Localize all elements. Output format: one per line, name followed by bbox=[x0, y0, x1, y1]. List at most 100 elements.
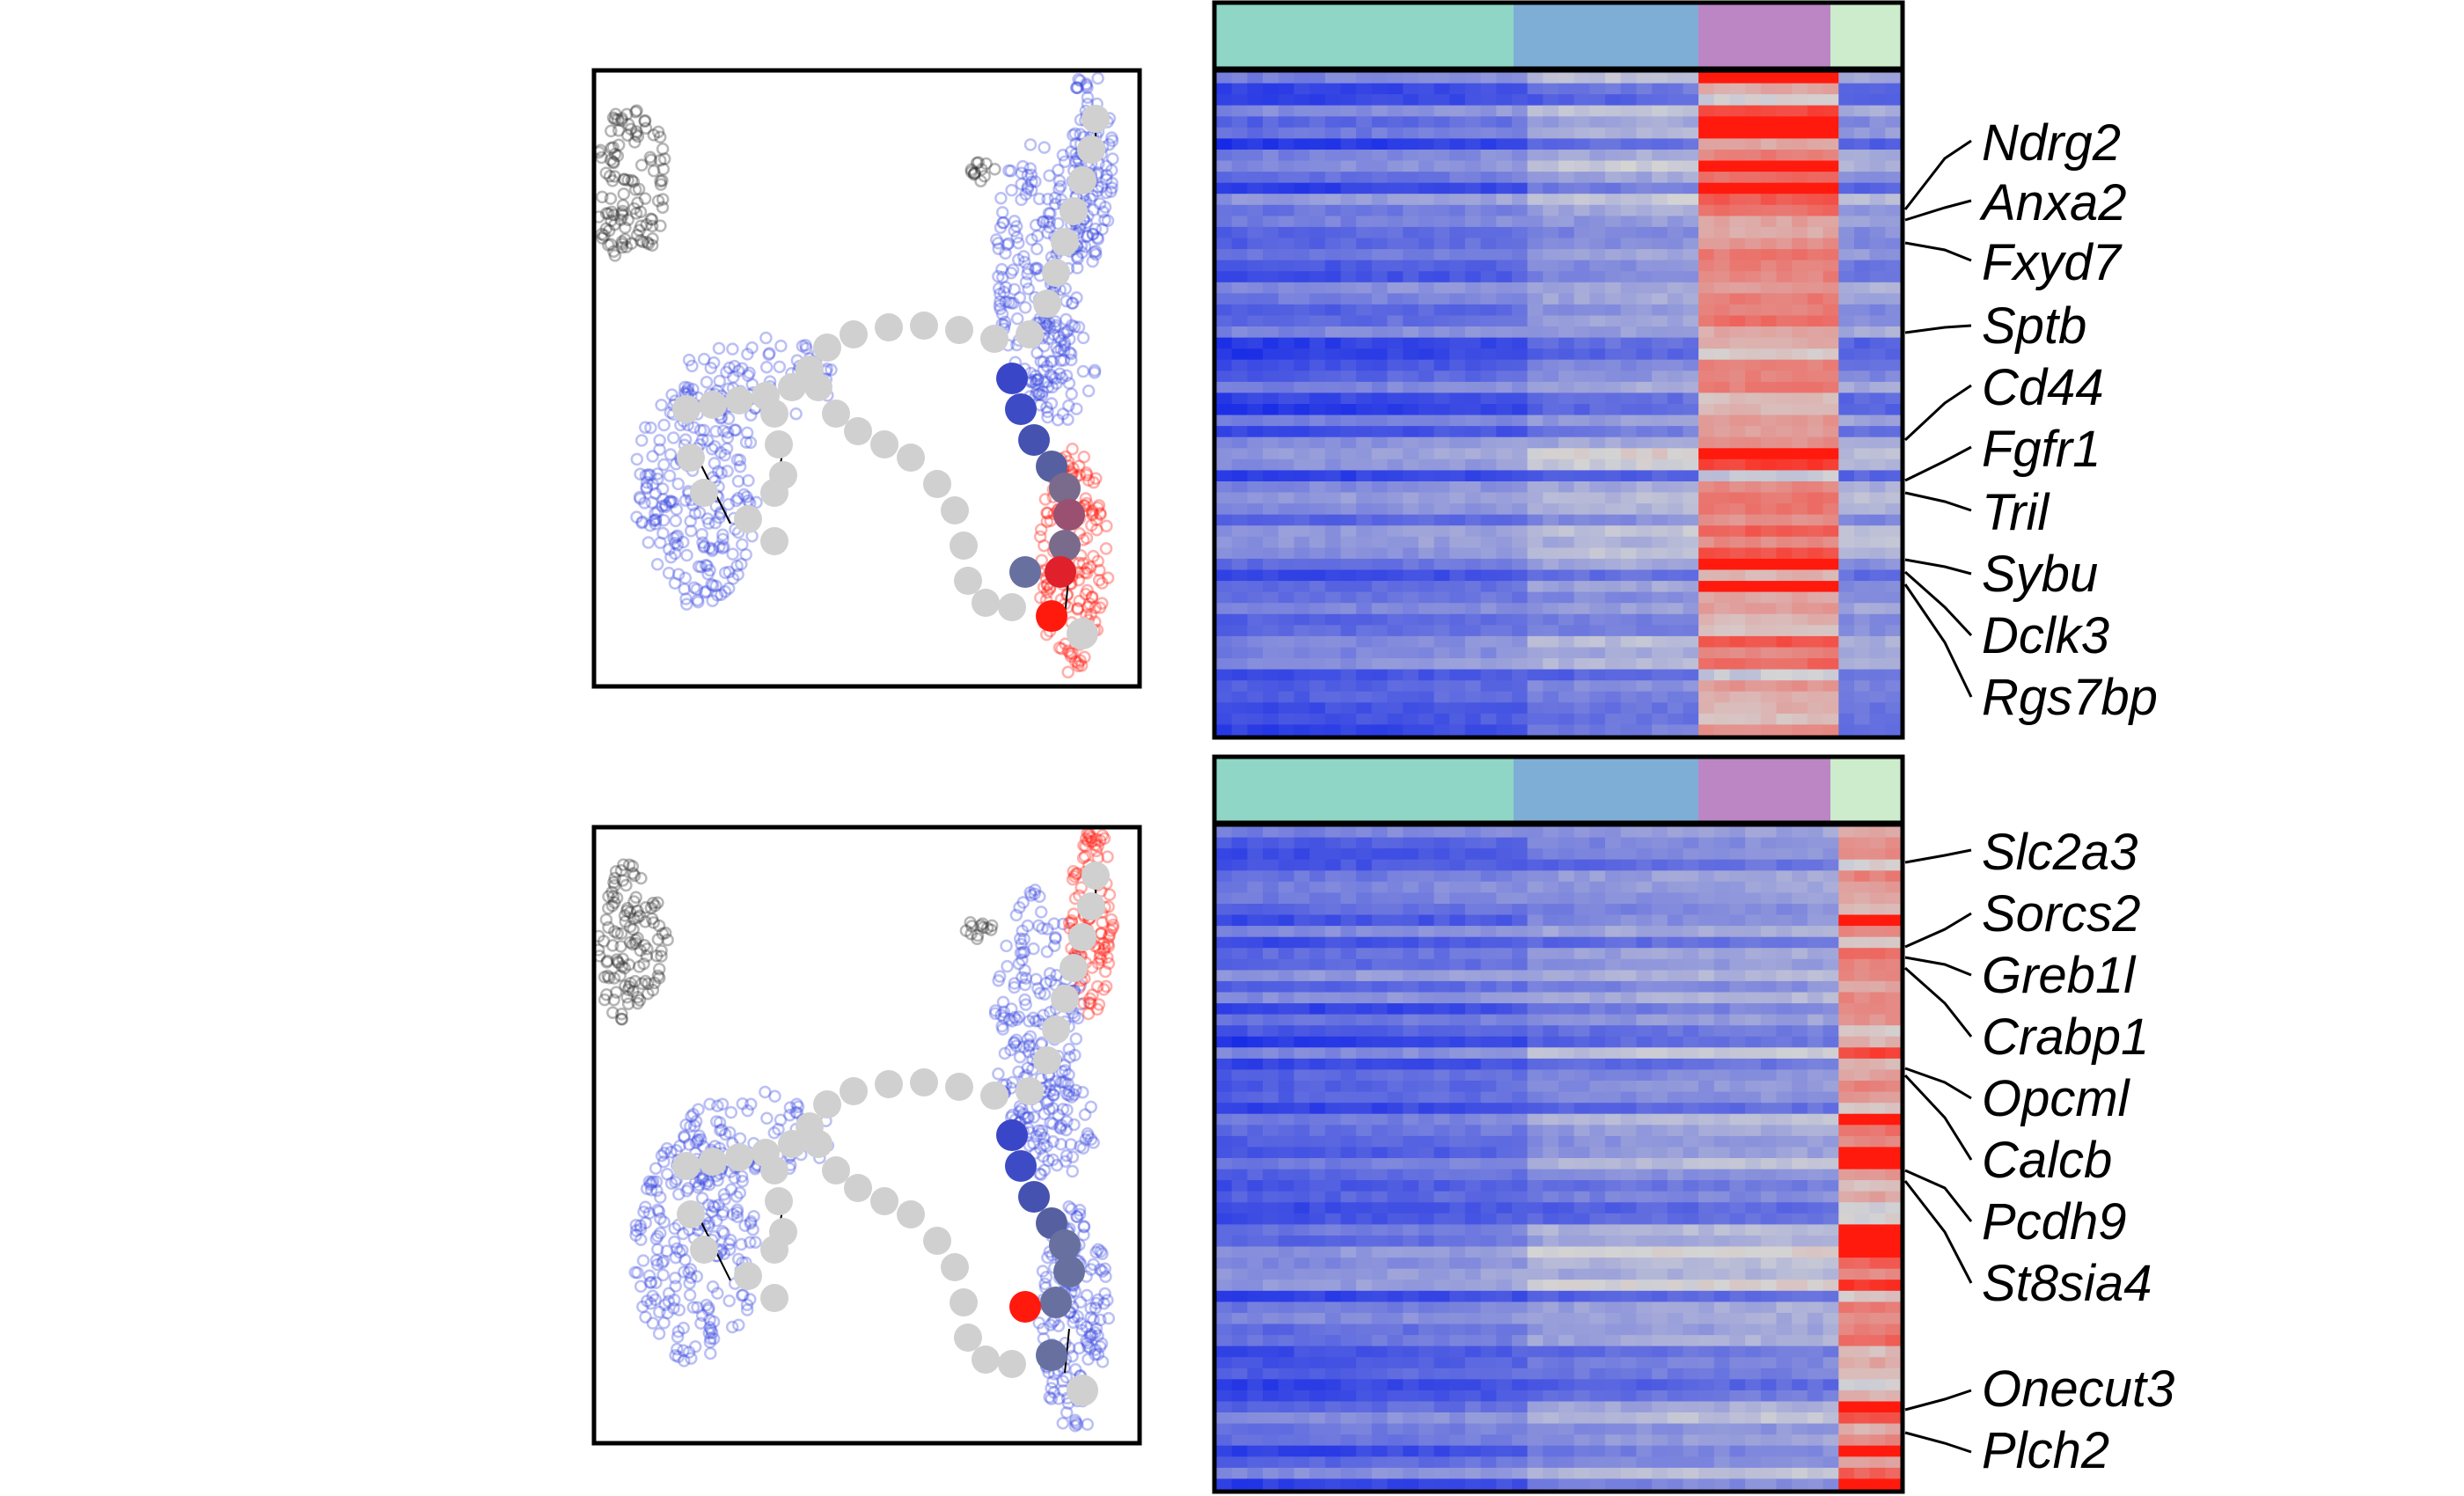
cell-point bbox=[1036, 215, 1050, 229]
heatmap-cell bbox=[1589, 658, 1606, 671]
heatmap-cell bbox=[1869, 293, 1886, 305]
heatmap-cell bbox=[1683, 138, 1699, 150]
heatmap-cell bbox=[1667, 72, 1684, 84]
heatmap-cell bbox=[1309, 658, 1326, 671]
heatmap-cell bbox=[1652, 536, 1668, 548]
heatmap-cell bbox=[1371, 359, 1389, 371]
cell-point bbox=[1096, 597, 1109, 610]
heatmap-cell bbox=[1573, 160, 1590, 172]
cell-point bbox=[657, 458, 671, 472]
heatmap-cell bbox=[1527, 304, 1544, 317]
heatmap-cell bbox=[1231, 547, 1248, 560]
heatmap-cell bbox=[1403, 647, 1419, 659]
heatmap-cell bbox=[1589, 72, 1606, 84]
cell-point bbox=[1074, 659, 1089, 672]
heatmap-cell bbox=[1573, 581, 1590, 593]
cell-point bbox=[693, 423, 708, 437]
heatmap-cell bbox=[1387, 503, 1404, 516]
trajectory-node bbox=[1053, 1256, 1085, 1287]
heatmap-cell bbox=[1713, 613, 1731, 626]
heatmap-cell bbox=[1776, 514, 1793, 526]
heatmap-cell bbox=[1745, 514, 1762, 526]
heatmap-cell bbox=[1683, 658, 1699, 671]
heatmap-cell bbox=[1620, 304, 1637, 317]
heatmap-cell bbox=[1776, 536, 1793, 548]
heatmap-cell bbox=[1636, 172, 1653, 184]
heatmap-cell bbox=[1636, 713, 1653, 726]
heatmap-cell bbox=[1434, 194, 1450, 206]
heatmap-cell bbox=[1527, 837, 1544, 849]
heatmap-cell bbox=[1356, 414, 1373, 427]
cell-point bbox=[1070, 81, 1083, 94]
heatmap-cell bbox=[1263, 94, 1280, 106]
cell-point bbox=[619, 979, 632, 993]
heatmap-cell bbox=[1294, 436, 1310, 449]
heatmap-cell bbox=[1683, 150, 1699, 162]
heatmap-cell bbox=[1464, 669, 1482, 681]
heatmap-cell bbox=[1760, 226, 1778, 239]
heatmap-cell bbox=[1543, 658, 1559, 671]
heatmap-cell bbox=[1480, 348, 1497, 361]
cell-point bbox=[964, 163, 979, 177]
cell-point bbox=[1037, 355, 1051, 369]
heatmap-cell bbox=[1496, 458, 1513, 471]
cell-point bbox=[737, 488, 751, 502]
heatmap-cell bbox=[1278, 226, 1294, 239]
heatmap-cell bbox=[1573, 216, 1590, 228]
heatmap-cell bbox=[1543, 514, 1559, 526]
heatmap-cell bbox=[1652, 525, 1668, 538]
cell-point bbox=[684, 1271, 698, 1284]
heatmap-cell bbox=[1838, 370, 1855, 383]
heatmap-cell bbox=[1683, 702, 1699, 715]
cell-point bbox=[666, 495, 680, 509]
cell-point bbox=[627, 175, 641, 188]
heatmap-cell bbox=[1543, 381, 1559, 394]
heatmap-cell bbox=[1418, 826, 1435, 839]
heatmap-cell bbox=[1667, 426, 1684, 438]
heatmap-cell bbox=[1434, 160, 1450, 172]
cell-point bbox=[728, 423, 742, 436]
cell-point bbox=[606, 111, 620, 125]
heatmap-cell bbox=[1543, 569, 1559, 582]
cell-point bbox=[636, 1300, 649, 1314]
heatmap-cell bbox=[1449, 558, 1466, 571]
heatmap-cell bbox=[1683, 116, 1699, 128]
heatmap-cell bbox=[1294, 414, 1310, 427]
cell-point bbox=[716, 528, 730, 542]
heatmap-cell bbox=[1713, 271, 1731, 283]
heatmap-cell bbox=[1760, 348, 1778, 361]
cell-point bbox=[624, 122, 638, 136]
gene-label: Anxa2 bbox=[1979, 174, 2126, 231]
heatmap-cell bbox=[1589, 837, 1606, 849]
cell-point bbox=[647, 916, 660, 929]
cell-point bbox=[1002, 164, 1016, 178]
heatmap-cell bbox=[1324, 458, 1342, 471]
cell-point bbox=[702, 517, 715, 530]
trajectory-node bbox=[1068, 923, 1096, 951]
heatmap-cell bbox=[1854, 160, 1871, 172]
heatmap-cell bbox=[1543, 249, 1559, 261]
heatmap-cell bbox=[1652, 724, 1668, 737]
heatmap-cell bbox=[1418, 271, 1435, 283]
cell-point bbox=[1078, 240, 1092, 253]
heatmap-cell bbox=[1247, 635, 1264, 649]
heatmap-cell bbox=[1822, 381, 1839, 394]
heatmap-cell bbox=[1309, 315, 1326, 327]
heatmap-cell bbox=[1869, 503, 1886, 516]
heatmap-cell bbox=[1838, 249, 1855, 261]
heatmap-cell bbox=[1543, 558, 1559, 571]
cell-point bbox=[1058, 339, 1071, 352]
heatmap-cell bbox=[1309, 72, 1326, 84]
heatmap-cell bbox=[1776, 392, 1793, 405]
heatmap-cell bbox=[1620, 881, 1637, 893]
heatmap-cell bbox=[1247, 348, 1264, 361]
heatmap-cell bbox=[1683, 238, 1699, 250]
heatmap-cell bbox=[1480, 613, 1497, 626]
heatmap-cell bbox=[1496, 837, 1513, 849]
heatmap-cell bbox=[1854, 492, 1871, 504]
cell-point bbox=[971, 932, 984, 946]
heatmap-cell bbox=[1371, 436, 1389, 449]
cell-point bbox=[1071, 602, 1084, 615]
gene-label: Tril bbox=[1982, 484, 2050, 541]
heatmap-cell bbox=[1403, 72, 1419, 84]
